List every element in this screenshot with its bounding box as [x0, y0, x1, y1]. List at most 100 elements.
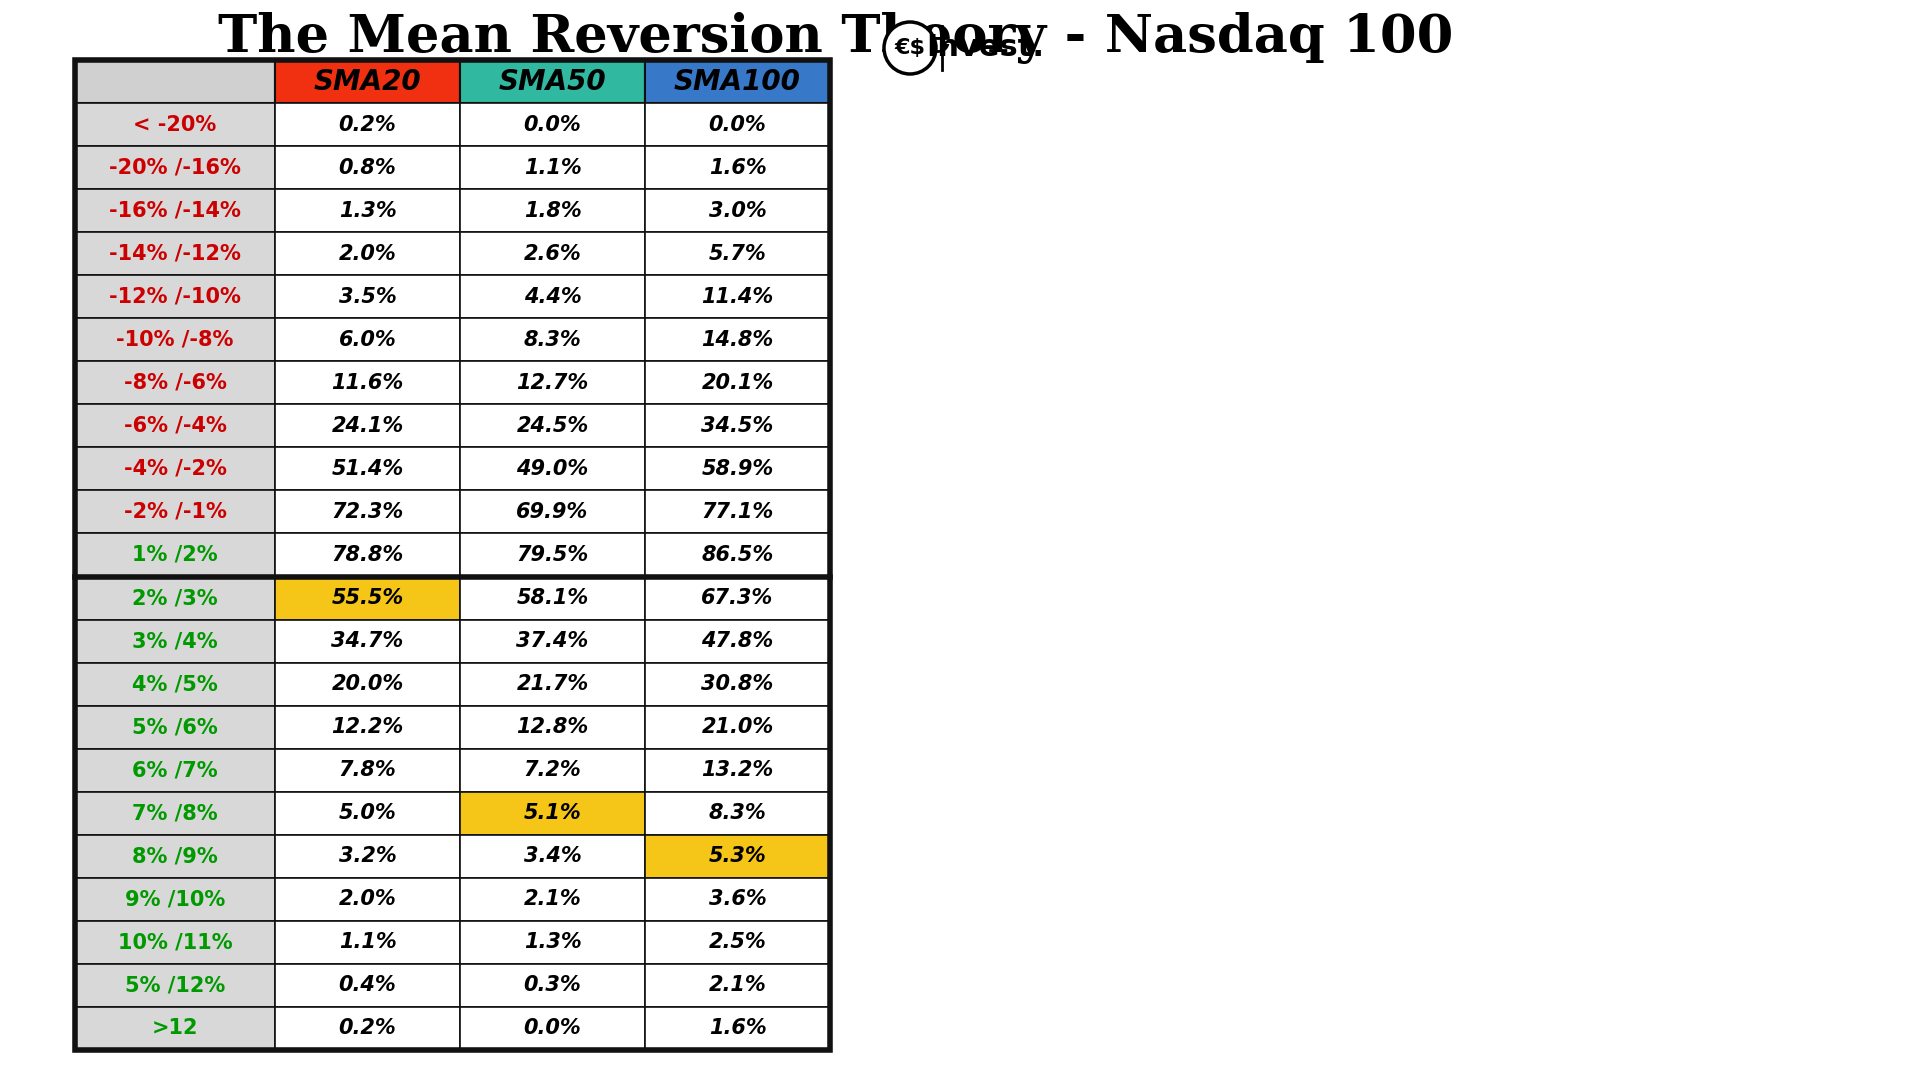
- Text: 21.7%: 21.7%: [516, 674, 589, 694]
- Bar: [645, 447, 829, 490]
- Bar: [75, 146, 275, 189]
- Bar: [461, 232, 645, 275]
- Bar: [645, 620, 829, 663]
- Bar: [75, 534, 275, 577]
- Text: 2.1%: 2.1%: [524, 889, 582, 909]
- Text: 4.4%: 4.4%: [524, 286, 582, 307]
- Text: 3.6%: 3.6%: [708, 889, 766, 909]
- Text: 69.9%: 69.9%: [516, 502, 589, 522]
- Text: 5.7%: 5.7%: [708, 244, 766, 264]
- Bar: [645, 921, 829, 964]
- Bar: [75, 663, 275, 705]
- Text: 12.8%: 12.8%: [516, 717, 589, 738]
- Bar: [275, 60, 461, 103]
- Text: 2.5%: 2.5%: [708, 932, 766, 953]
- Bar: [75, 1007, 275, 1050]
- Bar: [461, 1007, 645, 1050]
- Text: 11.4%: 11.4%: [701, 286, 774, 307]
- Bar: [645, 275, 829, 319]
- Text: 8.3%: 8.3%: [708, 804, 766, 823]
- Bar: [275, 490, 461, 534]
- Text: 1.6%: 1.6%: [708, 1018, 766, 1039]
- Text: -12% /-10%: -12% /-10%: [109, 286, 242, 307]
- Text: 1.3%: 1.3%: [338, 201, 396, 220]
- Bar: [645, 362, 829, 404]
- Bar: [275, 835, 461, 878]
- Text: 1% /2%: 1% /2%: [132, 545, 217, 565]
- Text: 51.4%: 51.4%: [332, 459, 403, 478]
- Text: €$: €$: [895, 38, 925, 58]
- Text: 6.0%: 6.0%: [338, 329, 396, 350]
- Bar: [461, 362, 645, 404]
- Bar: [75, 60, 829, 1050]
- Text: 2.0%: 2.0%: [338, 244, 396, 264]
- Bar: [75, 835, 275, 878]
- Bar: [461, 964, 645, 1007]
- Bar: [645, 748, 829, 792]
- Bar: [645, 577, 829, 620]
- Bar: [275, 103, 461, 146]
- Bar: [461, 835, 645, 878]
- Bar: [275, 189, 461, 232]
- Bar: [275, 232, 461, 275]
- Bar: [461, 103, 645, 146]
- Text: 12.7%: 12.7%: [516, 373, 589, 393]
- Text: -6% /-4%: -6% /-4%: [123, 416, 227, 436]
- Text: Invest.: Invest.: [925, 33, 1044, 63]
- Text: 55.5%: 55.5%: [332, 588, 403, 608]
- Text: 47.8%: 47.8%: [701, 631, 774, 651]
- Bar: [461, 792, 645, 835]
- Text: -8% /-6%: -8% /-6%: [123, 373, 227, 393]
- Text: 3.4%: 3.4%: [524, 847, 582, 866]
- Bar: [645, 189, 829, 232]
- Text: 11.6%: 11.6%: [332, 373, 403, 393]
- Text: 10% /11%: 10% /11%: [117, 932, 232, 953]
- Text: 58.1%: 58.1%: [516, 588, 589, 608]
- Bar: [461, 663, 645, 705]
- Bar: [645, 705, 829, 748]
- Text: 21.0%: 21.0%: [701, 717, 774, 738]
- Bar: [75, 404, 275, 447]
- Bar: [275, 1007, 461, 1050]
- Bar: [461, 275, 645, 319]
- Bar: [275, 146, 461, 189]
- Text: SMA20: SMA20: [313, 68, 420, 95]
- Text: 8% /9%: 8% /9%: [132, 847, 217, 866]
- Bar: [461, 490, 645, 534]
- Bar: [275, 921, 461, 964]
- Text: 0.0%: 0.0%: [524, 114, 582, 135]
- Text: 3.0%: 3.0%: [708, 201, 766, 220]
- Text: 72.3%: 72.3%: [332, 502, 403, 522]
- Text: >12: >12: [152, 1018, 198, 1039]
- Text: 1.6%: 1.6%: [708, 158, 766, 177]
- Text: 1.1%: 1.1%: [524, 158, 582, 177]
- Text: 1.3%: 1.3%: [524, 932, 582, 953]
- Text: 8.3%: 8.3%: [524, 329, 582, 350]
- Text: 0.8%: 0.8%: [338, 158, 396, 177]
- Bar: [461, 577, 645, 620]
- Text: 12.2%: 12.2%: [332, 717, 403, 738]
- Text: The Mean Reversion Theory - Nasdaq 100: The Mean Reversion Theory - Nasdaq 100: [217, 12, 1453, 64]
- Bar: [275, 404, 461, 447]
- Bar: [275, 964, 461, 1007]
- Text: 79.5%: 79.5%: [516, 545, 589, 565]
- Bar: [75, 362, 275, 404]
- Bar: [75, 60, 275, 103]
- Text: -4% /-2%: -4% /-2%: [123, 459, 227, 478]
- Text: 3.2%: 3.2%: [338, 847, 396, 866]
- Bar: [275, 362, 461, 404]
- Bar: [645, 490, 829, 534]
- Text: 13.2%: 13.2%: [701, 760, 774, 780]
- Bar: [645, 232, 829, 275]
- Text: 20.0%: 20.0%: [332, 674, 403, 694]
- Text: 5.1%: 5.1%: [524, 804, 582, 823]
- Text: 2.6%: 2.6%: [524, 244, 582, 264]
- Bar: [461, 447, 645, 490]
- Text: 0.2%: 0.2%: [338, 1018, 396, 1039]
- Text: -20% /-16%: -20% /-16%: [109, 158, 242, 177]
- Text: 34.7%: 34.7%: [332, 631, 403, 651]
- Text: 3% /4%: 3% /4%: [132, 631, 217, 651]
- Text: -14% /-12%: -14% /-12%: [109, 244, 242, 264]
- Text: 0.3%: 0.3%: [524, 975, 582, 996]
- Bar: [75, 705, 275, 748]
